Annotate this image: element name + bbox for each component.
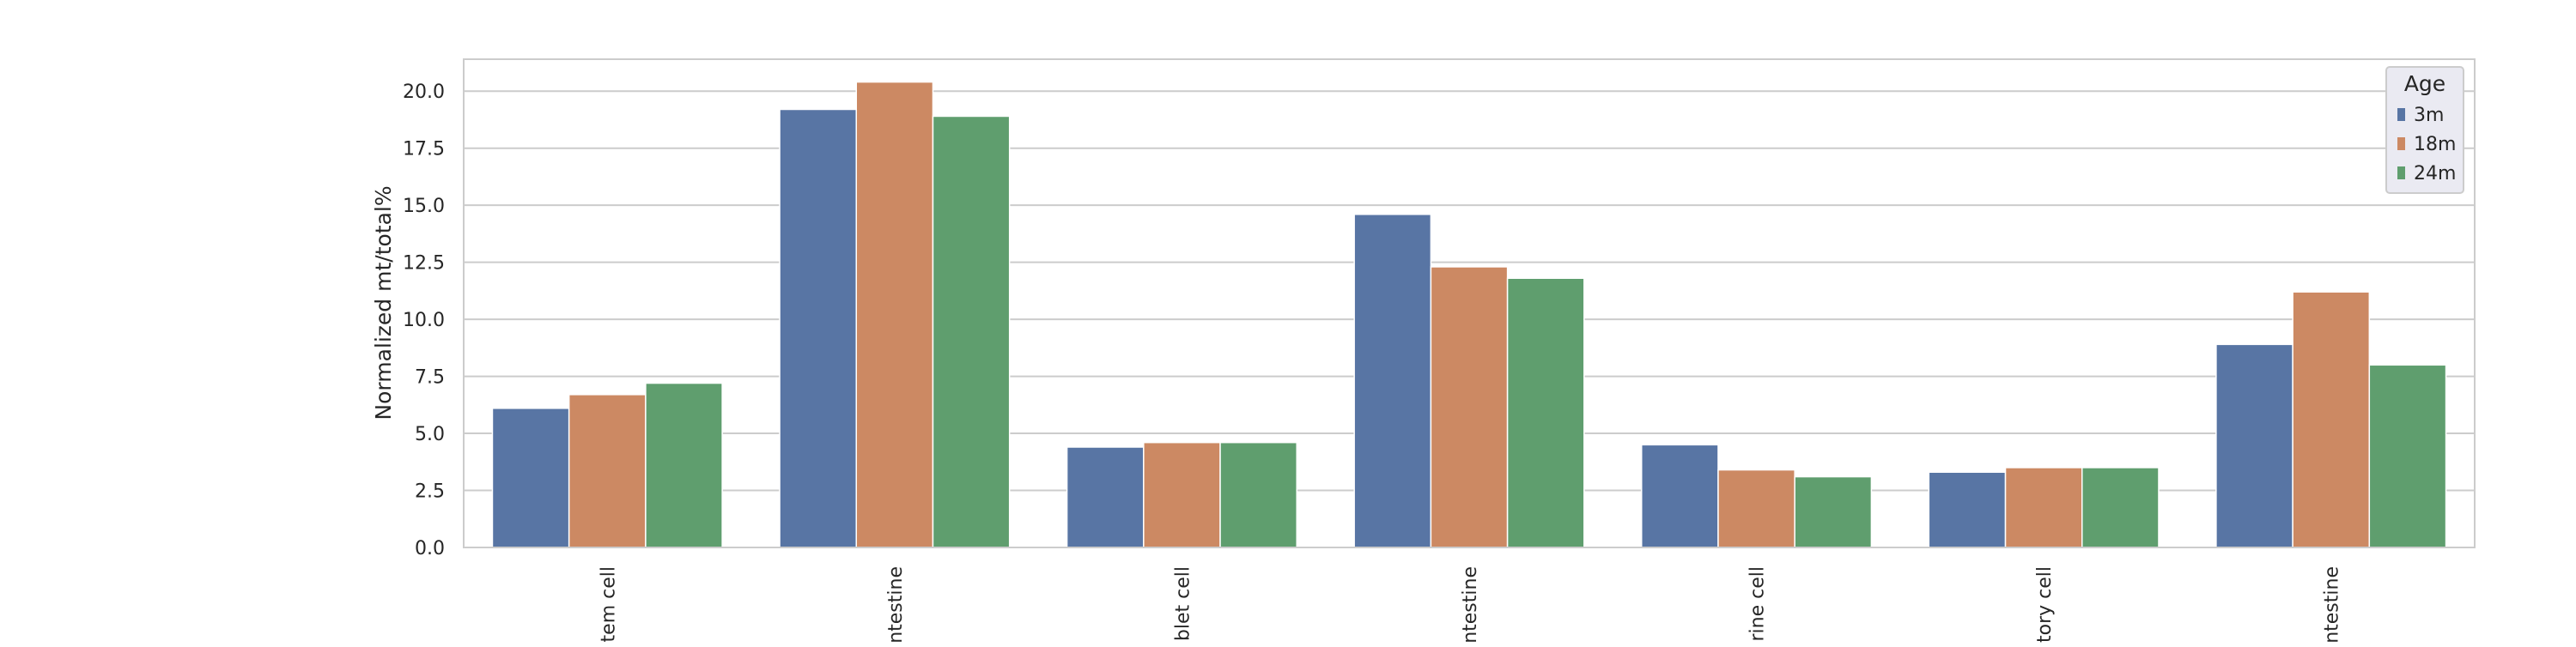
- legend-label-18m: 18m: [2414, 134, 2456, 155]
- bars: [491, 81, 2447, 548]
- y-tick-label: 17.5: [403, 139, 445, 160]
- bar-18m-6: [2292, 291, 2371, 548]
- bar-3m-2: [1066, 446, 1145, 548]
- bar-24m-0: [645, 382, 723, 548]
- bar-18m-2: [1143, 441, 1221, 548]
- x-tick-label: tem cell: [598, 566, 619, 642]
- legend-label-3m: 3m: [2414, 105, 2444, 126]
- y-tick-label: 15.0: [403, 196, 445, 217]
- bar-18m-5: [2004, 467, 2083, 548]
- bar-3m-3: [1353, 214, 1432, 548]
- x-tick-label: rine cell: [1747, 566, 1769, 641]
- y-tick-label: 2.5: [415, 481, 445, 503]
- bar-3m-0: [491, 408, 570, 548]
- bar-18m-0: [568, 394, 647, 548]
- bar-18m-3: [1430, 266, 1509, 548]
- y-axis-label: Normalized mt/total%: [371, 185, 396, 420]
- y-tick-label: 12.5: [403, 253, 445, 275]
- x-tick-label: ntestine: [1460, 566, 1481, 644]
- bar-3m-4: [1640, 444, 1719, 548]
- legend-swatch-18m: [2397, 137, 2405, 150]
- x-tick-labels: tem cell ntestine blet cell ntestine rine ce…: [598, 566, 2342, 644]
- legend: Age 3m 18m 24m: [2385, 66, 2464, 194]
- legend-swatch-3m: [2397, 108, 2405, 121]
- legend-label-24m: 24m: [2414, 163, 2456, 184]
- x-tick-label: ntestine: [2322, 566, 2343, 644]
- bar-24m-4: [1794, 475, 1873, 548]
- x-tick-label: tory cell: [2034, 566, 2056, 643]
- bar-24m-6: [2368, 364, 2447, 548]
- bar-18m-4: [1717, 469, 1795, 548]
- bar-3m-6: [2215, 343, 2293, 548]
- y-tick-label: 0.0: [415, 538, 445, 559]
- legend-title: Age: [2404, 71, 2445, 96]
- plot-frame: [463, 58, 2476, 548]
- bar-24m-2: [1219, 441, 1298, 548]
- bar-24m-5: [2081, 467, 2160, 548]
- bar-3m-1: [779, 108, 857, 548]
- x-tick-label: blet cell: [1172, 566, 1194, 641]
- y-tick-label: 20.0: [403, 82, 445, 103]
- y-tick-labels: 0.0 2.5 5.0 7.5 10.0 12.5 15.0 17.5 20.0: [403, 82, 445, 559]
- bar-24m-3: [1506, 277, 1585, 548]
- x-tick-label: ntestine: [885, 566, 907, 644]
- y-tick-label: 7.5: [415, 367, 445, 389]
- legend-swatch-24m: [2397, 166, 2405, 179]
- bar-3m-5: [1928, 471, 2007, 548]
- y-tick-label: 5.0: [415, 424, 445, 445]
- bar-24m-1: [932, 115, 1011, 548]
- legend-frame: [2385, 66, 2464, 194]
- y-tick-label: 10.0: [403, 310, 445, 331]
- bar-18m-1: [855, 81, 934, 548]
- legend-items: 3m 18m 24m: [2397, 105, 2456, 184]
